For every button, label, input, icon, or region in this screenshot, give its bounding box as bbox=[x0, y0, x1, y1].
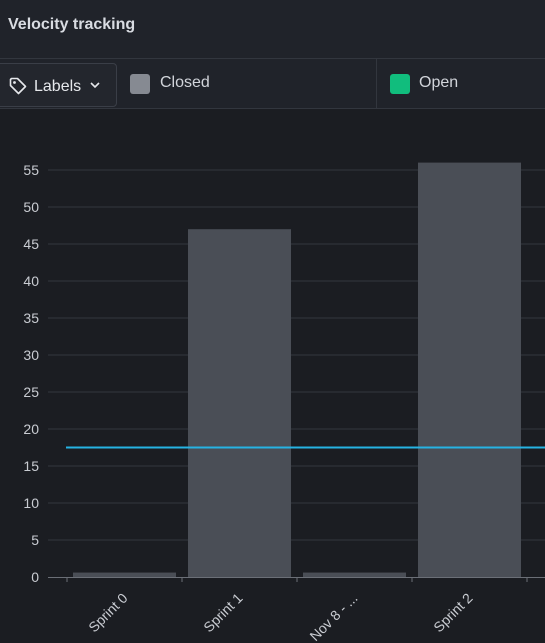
y-tick-label: 10 bbox=[23, 495, 39, 511]
bar-closed bbox=[418, 162, 521, 577]
y-tick-label: 30 bbox=[23, 347, 39, 363]
bar-closed bbox=[188, 229, 291, 577]
labels-dropdown-button[interactable]: Labels bbox=[0, 63, 117, 107]
legend-label-open: Open bbox=[419, 74, 459, 91]
legend-label-closed: Closed bbox=[160, 74, 210, 91]
y-tick-label: 45 bbox=[23, 236, 39, 252]
y-tick-label: 55 bbox=[23, 162, 39, 178]
y-tick-label: 50 bbox=[23, 199, 39, 215]
page-title: Velocity tracking bbox=[8, 16, 136, 33]
y-tick-label: 35 bbox=[23, 310, 39, 326]
y-tick-label: 0 bbox=[31, 569, 39, 585]
legend-swatch-open bbox=[390, 74, 410, 94]
y-tick-label: 5 bbox=[31, 532, 39, 548]
legend-swatch-closed bbox=[130, 74, 150, 94]
bar-closed bbox=[73, 572, 176, 577]
y-tick-label: 40 bbox=[23, 273, 39, 289]
legend-item-closed[interactable]: Closed bbox=[118, 59, 376, 109]
x-tick-label: Nov 8 - ... bbox=[306, 590, 360, 643]
chevron-down-icon bbox=[90, 82, 100, 89]
chart-header: Velocity tracking bbox=[0, 0, 545, 59]
bar-closed bbox=[303, 572, 406, 577]
x-tick-label: Sprint 0 bbox=[85, 590, 131, 636]
legend-item-open[interactable]: Open bbox=[376, 59, 545, 109]
x-tick-label: Sprint 1 bbox=[200, 590, 246, 636]
y-tick-label: 20 bbox=[23, 421, 39, 437]
x-tick-label: Sprint 2 bbox=[430, 590, 476, 636]
legend-toolbar: Labels Closed Open bbox=[0, 59, 545, 109]
tag-icon bbox=[9, 77, 27, 95]
labels-button-label: Labels bbox=[34, 78, 82, 95]
y-tick-label: 25 bbox=[23, 384, 39, 400]
velocity-chart: 0 5 10 15 20 25 30 35 40 45 50 55 Sprint 0 Sprint 1 No… bbox=[23, 162, 545, 643]
y-tick-label: 15 bbox=[23, 458, 39, 474]
